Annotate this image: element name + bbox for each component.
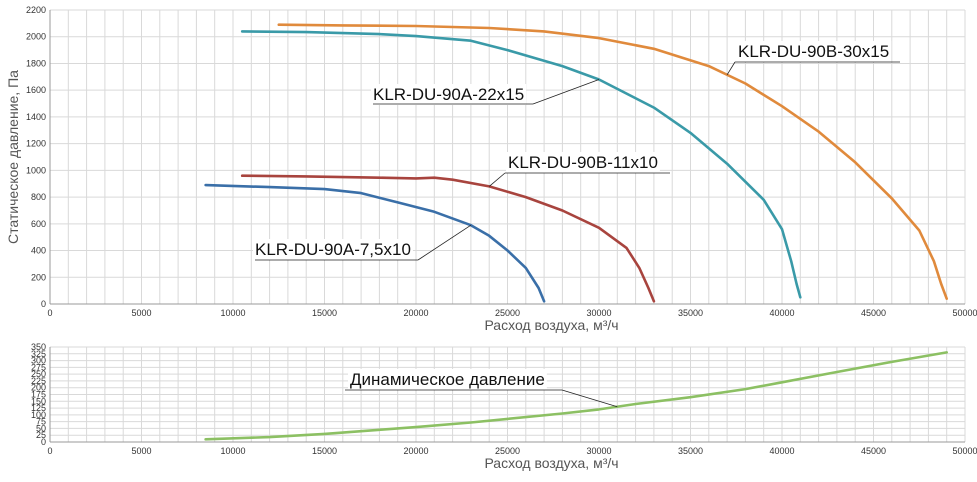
y-tick-label: 300 [31, 356, 46, 366]
x-tick-label: 25000 [495, 308, 520, 318]
x-tick-label: 30000 [586, 446, 611, 456]
annotation-2: KLR-DU-90B-11x10 [488, 152, 670, 187]
y-tick-label: 400 [31, 246, 46, 256]
annotation-label: KLR-DU-90B-30x15 [738, 42, 889, 61]
x-axis-title: Расход воздуха, м³/ч [484, 317, 618, 333]
series-line-1 [240, 174, 656, 303]
annotation-background [253, 239, 413, 260]
annotation-leader [726, 61, 736, 76]
annotation-label: KLR-DU-90B-11x10 [508, 153, 658, 172]
x-tick-label: 0 [47, 308, 52, 318]
y-tick-label: 2200 [26, 5, 46, 15]
annotation-label: KLR-DU-90A-22x15 [373, 85, 524, 104]
y-tick-label: 175 [31, 390, 46, 400]
y-tick-label: 350 [31, 342, 46, 352]
x-tick-label: 50000 [952, 308, 977, 318]
grid [49, 346, 966, 443]
x-tick-label: 20000 [403, 308, 428, 318]
y-tick-label: 200 [31, 383, 46, 393]
y-tick-label: 200 [31, 272, 46, 282]
y-tick-label: 75 [36, 417, 46, 427]
annotation-background [736, 41, 892, 62]
annotation-0: KLR-DU-90B-30x15 [726, 41, 900, 76]
x-tick-label: 35000 [678, 308, 703, 318]
annotation-label: Динамическое давление [350, 370, 545, 389]
annotation-background [348, 369, 547, 390]
y-tick-label: 1200 [26, 139, 46, 149]
y-tick-label: 225 [31, 376, 46, 386]
x-axis-title: Расход воздуха, м³/ч [484, 455, 618, 471]
x-tick-label: 10000 [220, 308, 245, 318]
annotation-leader [417, 224, 472, 261]
annotation-background [506, 152, 660, 173]
y-tick-label: 1600 [26, 85, 46, 95]
annotation-1: KLR-DU-90A-22x15 [371, 79, 600, 105]
x-tick-label: 30000 [586, 308, 611, 318]
y-tick-label: 150 [31, 396, 46, 406]
x-tick-label: 40000 [769, 446, 794, 456]
x-tick-label: 15000 [312, 308, 337, 318]
annotation-label: KLR-DU-90A-7,5x10 [255, 240, 411, 259]
annotation-leader [561, 389, 618, 408]
y-tick-label: 1400 [26, 112, 46, 122]
x-tick-label: 35000 [678, 446, 703, 456]
annotation-0: Динамическое давление [345, 369, 618, 408]
annotation-background [371, 84, 527, 105]
annotation-leader [532, 79, 600, 105]
x-tick-label: 15000 [312, 446, 337, 456]
y-tick-label: 250 [31, 369, 46, 379]
y-axis-title: Статическое давление, Па [5, 70, 21, 244]
series-line-0 [204, 351, 948, 441]
x-tick-label: 45000 [861, 446, 886, 456]
series-line-3 [277, 23, 948, 300]
y-tick-label: 100 [31, 410, 46, 420]
y-tick-label: 0 [41, 299, 46, 309]
y-tick-label: 1000 [26, 165, 46, 175]
series-line-0 [204, 183, 546, 303]
x-tick-label: 5000 [131, 446, 151, 456]
x-tick-label: 10000 [220, 446, 245, 456]
y-tick-label: 600 [31, 219, 46, 229]
chart-panel-0: 0 5000 10000 15000 20000 25000 30000 35000 40000… [5, 5, 977, 333]
y-tick-label: 25 [36, 430, 46, 440]
y-tick-label: 800 [31, 192, 46, 202]
y-tick-label: 2000 [26, 32, 46, 42]
y-tick-label: 1800 [26, 58, 46, 68]
x-tick-label: 50000 [952, 446, 977, 456]
x-tick-label: 5000 [131, 308, 151, 318]
x-tick-label: 25000 [495, 446, 520, 456]
chart-panel-1: 0 5000 10000 15000 20000 25000 30000 35000 40000… [31, 342, 977, 471]
annotation-leader [488, 172, 506, 187]
y-tick-label: 0 [41, 437, 46, 447]
y-tick-label: 275 [31, 362, 46, 372]
series-line-2 [240, 30, 802, 299]
x-tick-label: 20000 [403, 446, 428, 456]
annotation-3: KLR-DU-90A-7,5x10 [253, 224, 472, 261]
y-tick-label: 325 [31, 349, 46, 359]
x-tick-label: 40000 [769, 308, 794, 318]
x-tick-label: 45000 [861, 308, 886, 318]
y-tick-label: 125 [31, 403, 46, 413]
x-tick-label: 0 [47, 446, 52, 456]
y-tick-label: 50 [36, 423, 46, 433]
